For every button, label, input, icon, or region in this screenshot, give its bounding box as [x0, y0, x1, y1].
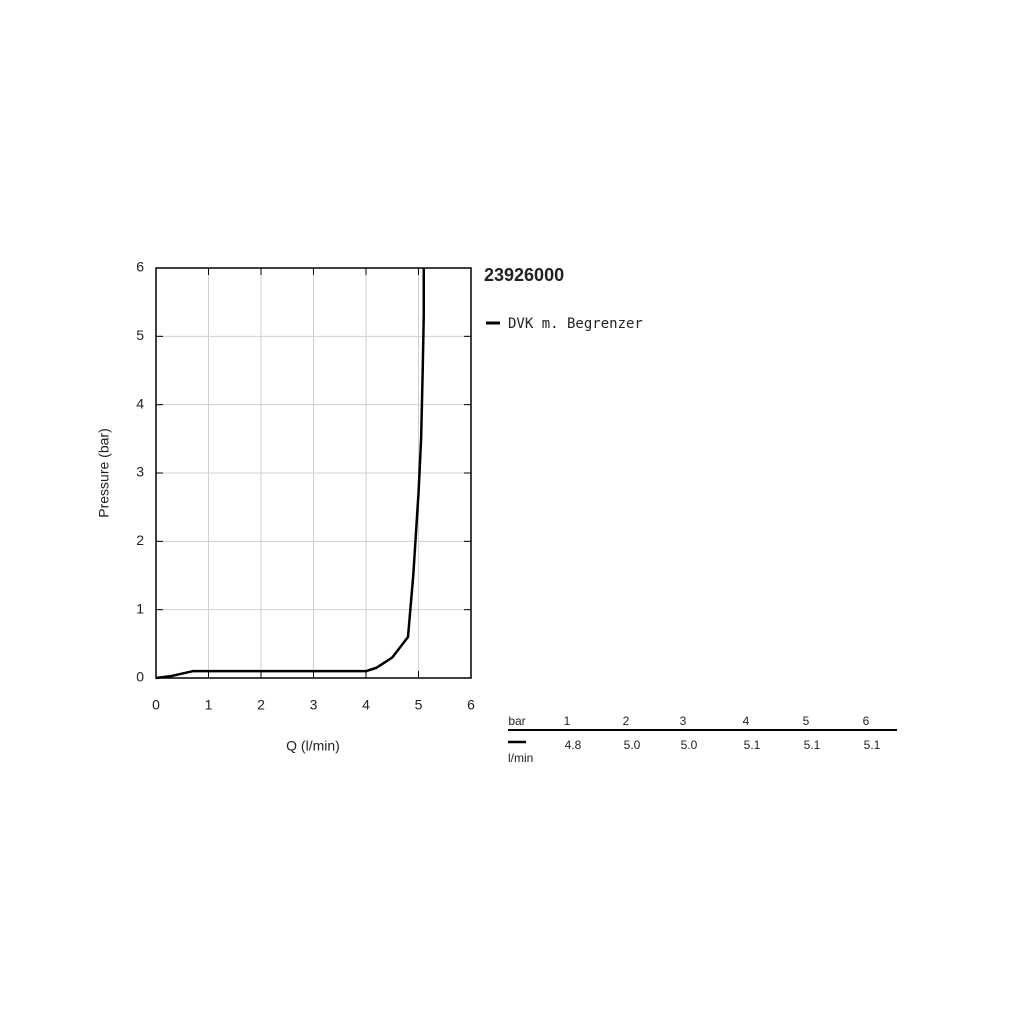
- table-unit: l/min: [508, 751, 533, 765]
- x-tick-label: 2: [257, 697, 265, 713]
- table-header: 4: [743, 714, 750, 728]
- y-tick-label: 5: [136, 327, 144, 343]
- legend-label: DVK m. Begrenzer: [508, 316, 643, 332]
- x-tick-label: 3: [310, 697, 318, 713]
- y-axis-label: Pressure (bar): [96, 428, 112, 517]
- x-tick-label: 6: [467, 697, 475, 713]
- table-value: 5.1: [744, 738, 761, 752]
- table-value: 5.0: [681, 738, 698, 752]
- table-header: 1: [564, 714, 571, 728]
- y-tick-label: 0: [136, 669, 144, 685]
- table-header: 6: [863, 714, 870, 728]
- table-value: 5.1: [804, 738, 821, 752]
- table-header: bar: [508, 714, 525, 728]
- table-header: 2: [623, 714, 630, 728]
- table-header: 3: [680, 714, 687, 728]
- x-tick-label: 5: [415, 697, 423, 713]
- y-tick-label: 3: [136, 464, 144, 480]
- chart-title: 23926000: [484, 265, 564, 285]
- y-tick-label: 4: [136, 395, 144, 411]
- plot-frame: [155, 267, 472, 679]
- data-line: [155, 268, 425, 680]
- y-tick-label: 1: [136, 600, 144, 616]
- y-tick-label: 2: [136, 532, 144, 548]
- y-tick-label: 6: [136, 259, 144, 275]
- x-tick-label: 4: [362, 697, 370, 713]
- table-header: 5: [803, 714, 810, 728]
- table-value: 5.0: [624, 738, 641, 752]
- table-value: 4.8: [565, 738, 582, 752]
- x-axis-label: Q (l/min): [286, 738, 340, 754]
- x-tick-label: 1: [205, 697, 213, 713]
- x-tick-label: 0: [152, 697, 160, 713]
- table-value: 5.1: [864, 738, 881, 752]
